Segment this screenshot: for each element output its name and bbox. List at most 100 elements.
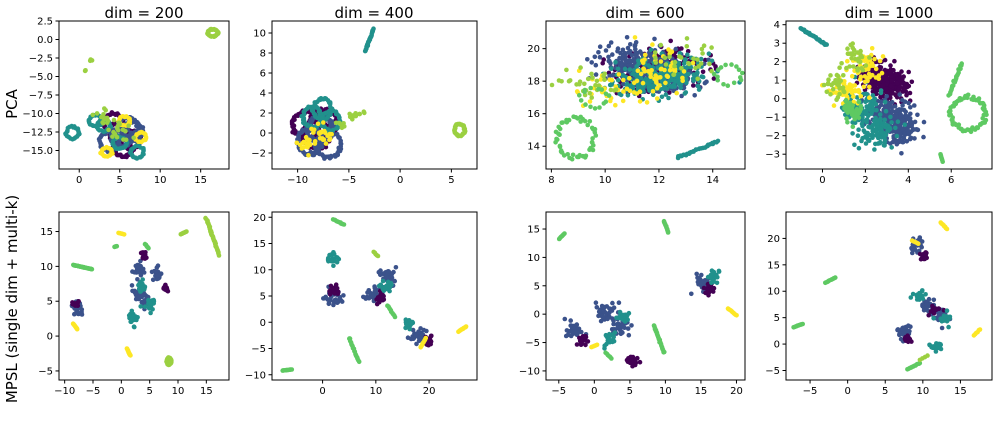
data-point bbox=[859, 121, 865, 127]
data-point bbox=[386, 269, 391, 274]
data-point bbox=[625, 312, 630, 318]
scatter-points bbox=[556, 218, 739, 369]
data-point bbox=[889, 99, 895, 105]
data-point bbox=[163, 287, 169, 293]
data-point bbox=[679, 46, 684, 51]
data-point bbox=[672, 59, 678, 65]
data-point bbox=[668, 38, 673, 44]
scatter-points bbox=[280, 217, 469, 373]
data-point bbox=[602, 304, 607, 310]
data-point bbox=[341, 222, 347, 227]
data-point bbox=[944, 226, 950, 232]
data-point bbox=[883, 122, 888, 127]
data-point bbox=[662, 55, 668, 60]
data-point bbox=[549, 82, 555, 88]
data-point bbox=[701, 285, 707, 291]
data-point bbox=[909, 79, 915, 85]
data-point bbox=[615, 48, 620, 54]
data-point bbox=[216, 253, 222, 258]
data-point bbox=[103, 107, 108, 113]
data-point bbox=[142, 304, 148, 310]
data-point bbox=[620, 47, 626, 53]
x-tick-label: −5 bbox=[551, 386, 566, 397]
data-point bbox=[734, 64, 739, 69]
data-point bbox=[671, 67, 676, 73]
data-point bbox=[880, 83, 886, 88]
data-point bbox=[603, 91, 609, 97]
data-point bbox=[880, 54, 886, 59]
subplot-0-0: 0 5 10 152.50.0−2.5−5.0−7.5−10.0−12.5−15.0 bbox=[22, 17, 230, 186]
data-point bbox=[933, 349, 939, 354]
data-point bbox=[615, 66, 621, 72]
data-point bbox=[898, 107, 904, 112]
data-point bbox=[139, 293, 144, 298]
scatter-points bbox=[69, 215, 222, 368]
x-tick-label: 15 bbox=[200, 386, 213, 397]
data-point bbox=[372, 285, 378, 291]
data-point bbox=[662, 349, 667, 355]
data-point bbox=[357, 111, 362, 117]
data-point bbox=[121, 232, 127, 237]
data-point bbox=[583, 153, 589, 159]
data-point bbox=[699, 46, 705, 52]
data-point bbox=[83, 68, 88, 73]
data-point bbox=[900, 89, 906, 94]
data-point bbox=[334, 259, 340, 265]
data-point bbox=[611, 318, 616, 324]
data-point bbox=[868, 132, 873, 138]
data-point bbox=[867, 55, 872, 60]
data-point bbox=[866, 113, 871, 119]
data-point bbox=[418, 326, 423, 331]
data-point bbox=[700, 51, 705, 56]
data-point bbox=[392, 314, 398, 320]
data-point bbox=[658, 42, 664, 48]
data-point bbox=[462, 128, 468, 133]
data-point bbox=[294, 140, 300, 146]
data-point bbox=[629, 323, 634, 328]
y-tick-label: 14 bbox=[527, 142, 540, 153]
data-point bbox=[557, 143, 563, 149]
data-point bbox=[603, 48, 609, 53]
data-point bbox=[609, 356, 614, 361]
data-point bbox=[331, 263, 336, 269]
data-point bbox=[850, 120, 855, 125]
data-point bbox=[637, 49, 643, 54]
data-point bbox=[855, 133, 861, 138]
data-point bbox=[882, 117, 888, 123]
data-point bbox=[673, 79, 679, 84]
y-tick-label: −5.0 bbox=[29, 72, 53, 83]
y-tick-label: 0 bbox=[260, 318, 266, 329]
data-point bbox=[424, 328, 429, 334]
data-point bbox=[863, 91, 869, 97]
data-point bbox=[387, 284, 393, 290]
data-point bbox=[696, 278, 701, 283]
data-point bbox=[626, 50, 631, 55]
data-point bbox=[888, 95, 893, 101]
data-point bbox=[597, 308, 602, 313]
data-point bbox=[906, 323, 911, 329]
data-point bbox=[671, 72, 676, 77]
data-point bbox=[925, 353, 930, 358]
axes-frame bbox=[58, 211, 230, 381]
data-point bbox=[917, 290, 922, 296]
data-point bbox=[677, 50, 683, 56]
y-tick-label: −12.5 bbox=[22, 128, 53, 139]
data-point bbox=[711, 76, 717, 81]
data-point bbox=[837, 91, 842, 97]
data-point bbox=[650, 42, 655, 47]
data-point bbox=[124, 141, 129, 147]
data-point bbox=[621, 77, 626, 83]
data-point bbox=[849, 73, 855, 79]
data-point bbox=[334, 299, 340, 304]
y-tick-label: 0 bbox=[534, 310, 540, 321]
data-point bbox=[329, 257, 334, 263]
data-point bbox=[681, 61, 687, 66]
data-point bbox=[900, 103, 905, 108]
data-point bbox=[829, 82, 834, 88]
data-point bbox=[148, 310, 153, 316]
data-point bbox=[878, 126, 884, 132]
data-point bbox=[356, 359, 362, 365]
data-point bbox=[821, 82, 827, 88]
y-tick-label: −10 bbox=[245, 370, 266, 381]
scatter-points bbox=[798, 26, 989, 164]
